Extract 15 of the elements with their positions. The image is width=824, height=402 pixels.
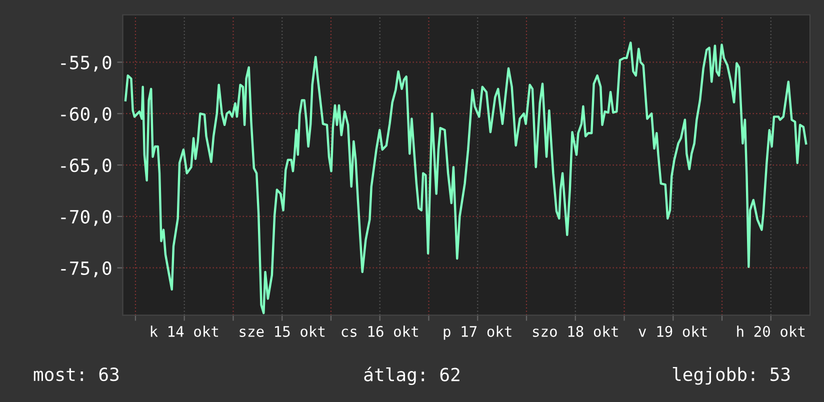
x-tick-label: cs 16 okt (342, 326, 418, 337)
x-tick-label: k 14 okt (150, 326, 218, 337)
text: átlag: 62 (364, 366, 460, 386)
y-tick-label: -70,0 (61, 210, 112, 226)
text: most: 63 (34, 368, 119, 382)
y-tick-label: -75,0 (61, 261, 112, 278)
x-tick-label: szo 18 okt (532, 326, 618, 337)
y-tick-label: -65,0 (61, 158, 112, 174)
y-tick-label: -55,0 (61, 56, 112, 72)
y-tick-label: -60,0 (61, 107, 112, 124)
text: legjobb: 53 (672, 367, 790, 385)
x-tick-label: p 17 okt (444, 326, 512, 340)
x-tick-label: h 20 okt (737, 326, 805, 337)
x-tick-label: v 19 okt (638, 326, 707, 337)
x-tick-label: sze 15 okt (240, 326, 325, 337)
